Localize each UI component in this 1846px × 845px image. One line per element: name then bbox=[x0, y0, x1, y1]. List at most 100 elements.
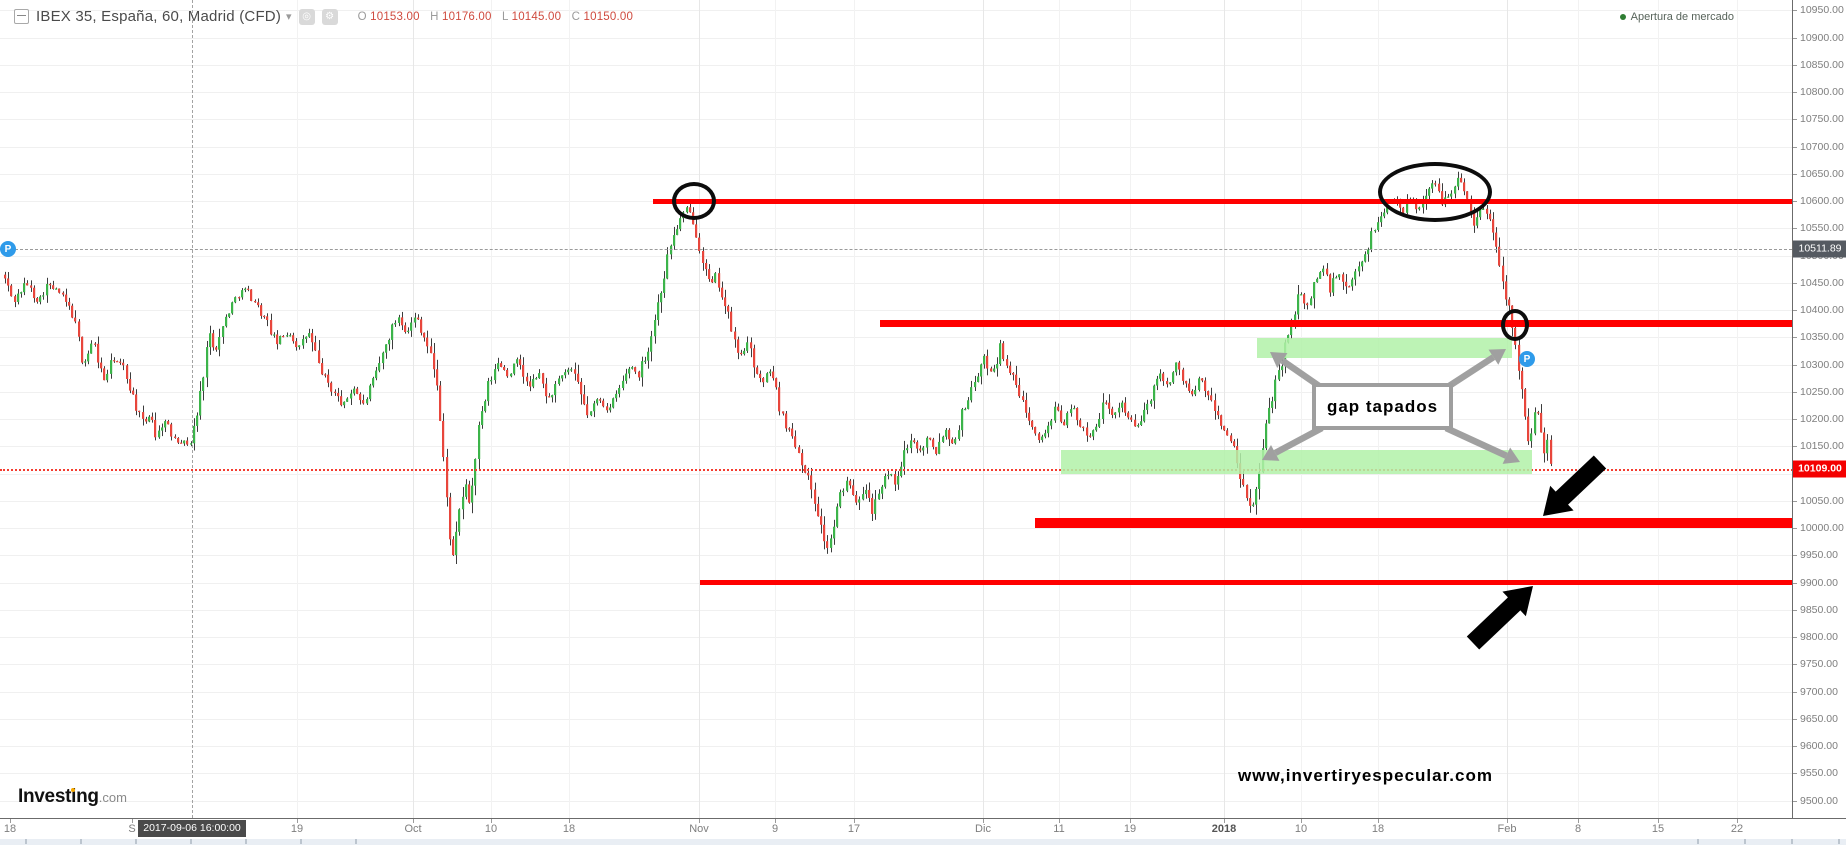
time-tick-mark bbox=[10, 819, 11, 823]
price-tick-label: 9850.00 bbox=[1800, 603, 1838, 616]
gap-zone-band-1 bbox=[1061, 450, 1532, 475]
price-tick-mark bbox=[1793, 528, 1797, 529]
time-tick-mark bbox=[491, 819, 492, 823]
price-tick-mark bbox=[1793, 664, 1797, 665]
price-tick-mark bbox=[1793, 583, 1797, 584]
price-tick-label: 9550.00 bbox=[1800, 767, 1838, 780]
time-tick-mark bbox=[1658, 819, 1659, 823]
price-tick-label: 10300.00 bbox=[1800, 358, 1844, 371]
time-tick-label: 15 bbox=[1651, 823, 1665, 835]
time-axis[interactable]: 18 S 19 Oct 10 18 Nov 9 17 Dic 11 19 2018 10 18 Feb 8 15 2… bbox=[0, 818, 1846, 839]
gap-tapados-callout: gap tapados bbox=[1312, 383, 1453, 430]
prev-close-dashed-line bbox=[0, 249, 1792, 251]
candlestick-canvas[interactable] bbox=[0, 0, 1792, 818]
chevron-down-icon[interactable]: ▾ bbox=[286, 11, 292, 23]
scrollbar-notch bbox=[355, 839, 357, 844]
alert-price-label: 10109.00 bbox=[1793, 460, 1846, 478]
price-tick-mark bbox=[1793, 174, 1797, 175]
time-tick-label: Feb bbox=[1497, 823, 1517, 835]
time-tick-label: 22 bbox=[1730, 823, 1744, 835]
scrollbar-notch bbox=[190, 839, 192, 844]
watermark-text: www,invertiryespecular.com bbox=[1238, 766, 1493, 785]
price-tick-mark bbox=[1793, 92, 1797, 93]
gear-icon[interactable]: ⚙ bbox=[321, 8, 338, 25]
price-tick-mark bbox=[1793, 365, 1797, 366]
resistance-top-line bbox=[653, 198, 1792, 204]
green-dot-icon bbox=[1619, 14, 1626, 20]
price-tick-label: 9950.00 bbox=[1800, 549, 1838, 562]
scrollbar-notch bbox=[135, 839, 137, 844]
chart-header: IBEX 35, España, 60, Madrid (CFD) ▾ ◎ ⚙ … bbox=[14, 8, 633, 25]
price-tick-label: 10850.00 bbox=[1800, 58, 1844, 71]
visibility-icon[interactable]: ◎ bbox=[298, 8, 315, 25]
time-tick-mark bbox=[1224, 819, 1225, 823]
last-price-dotted-line bbox=[0, 468, 1792, 471]
price-tick-label: 10900.00 bbox=[1800, 31, 1844, 44]
time-tick-label: 18 bbox=[1371, 823, 1385, 835]
time-tick-mark bbox=[297, 819, 298, 823]
price-tick-mark bbox=[1793, 147, 1797, 148]
price-tick-label: 10800.00 bbox=[1800, 86, 1844, 99]
horizontal-scrollbar[interactable] bbox=[0, 838, 1846, 845]
time-tick-mark bbox=[699, 819, 700, 823]
price-tick-label: 10150.00 bbox=[1800, 440, 1844, 453]
price-tick-label: 9750.00 bbox=[1800, 658, 1838, 671]
price-tick-label: 10700.00 bbox=[1800, 140, 1844, 153]
chart-plot-area[interactable]: gap tapados P P IBEX 35, España, 60, Madr… bbox=[0, 0, 1792, 818]
time-tick-label: 10 bbox=[484, 823, 498, 835]
open-label: O bbox=[357, 10, 367, 23]
legend-label: Apertura de mercado bbox=[1630, 11, 1734, 23]
gray-arrow-head-1 bbox=[1270, 352, 1288, 368]
price-tick-mark bbox=[1793, 719, 1797, 720]
time-tick-label: 18 bbox=[3, 823, 17, 835]
time-tick-label: Oct bbox=[404, 823, 422, 835]
time-tick-mark bbox=[1737, 819, 1738, 823]
time-tick-mark bbox=[1301, 819, 1302, 823]
scrollbar-notch bbox=[1697, 839, 1699, 844]
position-marker-p-2[interactable]: P bbox=[1519, 351, 1535, 368]
crosshair-date-tooltip: 2017-09-06 16:00:00 bbox=[138, 820, 246, 837]
time-tick-label: 2018 bbox=[1211, 823, 1237, 835]
time-tick-mark bbox=[132, 819, 133, 823]
symbol-title: IBEX 35, España, 60, Madrid (CFD) bbox=[36, 8, 282, 25]
time-tick-mark bbox=[854, 819, 855, 823]
price-tick-label: 9600.00 bbox=[1800, 740, 1838, 753]
price-tick-mark bbox=[1793, 283, 1797, 284]
ohlc-readout: O 10153.00 H 10176.00 L 10145.00 C 10150… bbox=[351, 11, 634, 23]
low-value: 10145.00 bbox=[511, 10, 562, 23]
price-tick-mark bbox=[1793, 419, 1797, 420]
price-tick-mark bbox=[1793, 392, 1797, 393]
collapse-icon[interactable] bbox=[14, 9, 29, 24]
price-tick-label: 10600.00 bbox=[1800, 195, 1844, 208]
scrollbar-notch bbox=[1791, 839, 1793, 844]
scrollbar-notch bbox=[1838, 839, 1840, 844]
resistance-mid-line bbox=[880, 319, 1792, 327]
price-tick-label: 10200.00 bbox=[1800, 413, 1844, 426]
crosshair-vertical-line bbox=[192, 0, 193, 818]
scrollbar-notch bbox=[80, 839, 82, 844]
position-marker-p-1[interactable]: P bbox=[0, 241, 16, 258]
price-tick-mark bbox=[1793, 692, 1797, 693]
price-tick-label: 10950.00 bbox=[1800, 4, 1844, 17]
price-tick-mark bbox=[1793, 10, 1797, 11]
gray-arrow-head-2 bbox=[1488, 349, 1506, 365]
price-tick-mark bbox=[1793, 801, 1797, 802]
gray-arrow-head-4 bbox=[1502, 447, 1520, 464]
close-value: 10150.00 bbox=[583, 10, 634, 23]
circle-annotation-2 bbox=[1378, 161, 1492, 222]
time-tick-label: 8 bbox=[1574, 823, 1582, 835]
time-tick-mark bbox=[569, 819, 570, 823]
time-tick-label: 19 bbox=[1123, 823, 1137, 835]
price-tick-label: 9900.00 bbox=[1800, 576, 1838, 589]
gray-arrow-4 bbox=[1444, 425, 1508, 459]
price-tick-label: 10400.00 bbox=[1800, 304, 1844, 317]
time-tick-label: 19 bbox=[290, 823, 304, 835]
low-label: L bbox=[502, 10, 509, 23]
current-price-label: 10511.89 bbox=[1793, 240, 1846, 258]
legend-apertura-de-mercado: Apertura de mercado bbox=[1619, 11, 1734, 23]
high-label: H bbox=[430, 10, 439, 23]
logo-orange-dot: i bbox=[71, 786, 77, 807]
price-tick-mark bbox=[1793, 228, 1797, 229]
support-low-line bbox=[700, 580, 1792, 586]
price-axis[interactable]: 10950.00 10900.00 10850.00 10800.00 10750.00… bbox=[1792, 0, 1846, 818]
